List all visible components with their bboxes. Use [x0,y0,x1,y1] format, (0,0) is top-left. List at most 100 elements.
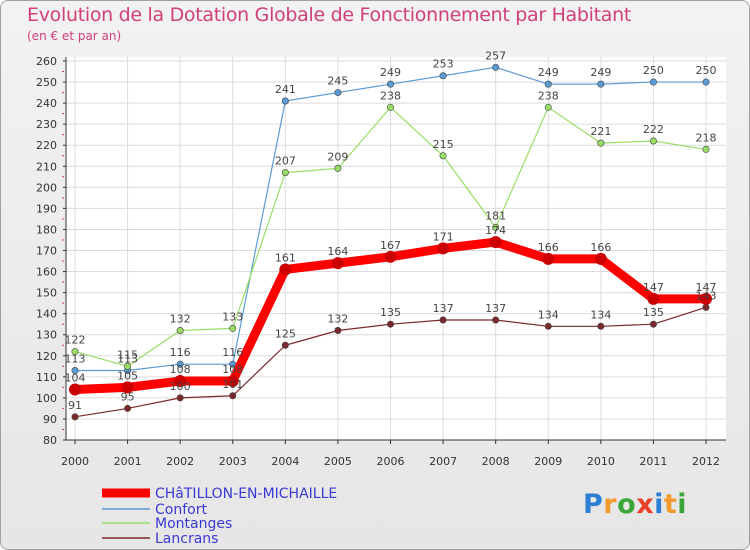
logo-letter: r [603,489,618,520]
data-label: 249 [380,66,401,79]
data-label: 147 [643,281,664,294]
data-label: 116 [170,346,191,359]
x-tick-label: 2010 [587,455,615,468]
logo-letter: P [583,489,604,520]
y-tick-label: 90 [43,413,57,426]
legend-label: Lancrans [155,531,218,547]
x-tick-label: 2003 [219,455,247,468]
y-tick-label: 230 [36,118,57,131]
data-point [439,72,447,80]
logo-letter: o [617,489,637,520]
data-label: 108 [222,363,243,376]
data-point [542,252,555,265]
data-point [492,63,500,71]
data-point [334,89,342,97]
y-tick-label: 260 [36,55,57,68]
data-point [121,381,134,394]
data-point [176,360,184,368]
data-label: 135 [380,306,401,319]
y-tick-label: 160 [36,266,57,279]
data-label: 207 [275,155,296,168]
data-point [702,303,710,311]
data-label: 166 [538,241,559,254]
data-label: 171 [433,230,454,243]
y-tick-label: 140 [36,308,57,321]
data-point [700,292,712,305]
data-point [544,80,552,88]
data-point [489,236,502,249]
data-label: 249 [590,66,611,79]
axes: 8090100110120130140150160170180190200210… [36,55,726,468]
data-point [281,169,289,177]
y-tick-label: 110 [36,371,57,384]
x-tick-label: 2007 [429,455,457,468]
logo-letter: t [663,489,678,520]
data-point [229,392,237,400]
x-tick-label: 2001 [114,455,142,468]
proxiti-logo: Proxiti [583,489,687,520]
data-point [229,324,237,332]
data-label: 132 [170,313,191,326]
data-point [597,322,605,330]
data-point [176,327,184,335]
data-label: 135 [643,306,664,319]
data-label: 95 [121,390,135,403]
legend-label: Confort [155,502,207,518]
data-point [124,404,132,412]
data-point [281,341,289,349]
data-label: 100 [170,380,191,393]
data-label: 133 [222,310,243,323]
data-point [334,327,342,335]
data-point [174,375,187,388]
data-point [124,362,132,370]
y-tick-label: 240 [36,97,57,110]
data-label: 245 [327,75,348,88]
data-label: 215 [433,138,454,151]
data-label: 209 [327,150,348,163]
data-point [279,263,292,276]
data-point [544,322,552,330]
data-point [597,139,605,147]
data-point [649,78,657,86]
data-point [71,367,79,375]
legend-label: CHâTILLON-EN-MICHAILLE [155,486,337,502]
data-label: 250 [696,64,717,77]
data-point [386,103,394,111]
data-point [647,292,660,305]
y-tick-label: 170 [36,245,57,258]
data-label: 122 [65,334,86,347]
data-point [437,242,450,255]
data-labels: 113 113 116 116 241 245 249 253 257 249 249 250 250 1… [65,49,717,412]
series-layer [69,63,712,421]
y-tick-label: 100 [36,392,57,405]
legend: CHâTILLON-EN-MICHAILLEConfortMontangesLa… [102,486,337,547]
data-label: 181 [485,209,506,222]
data-label: 161 [275,251,296,264]
logo-letter: i [677,489,688,520]
data-label: 241 [275,83,296,96]
data-label: 238 [380,89,401,102]
data-label: 113 [65,353,86,366]
x-tick-label: 2004 [271,455,299,468]
data-label: 164 [327,245,348,258]
logo-letter: x [636,489,655,520]
data-point [439,152,447,160]
data-label: 113 [117,353,138,366]
data-point [594,252,607,265]
chart-title: Evolution de la Dotation Globale de Fonc… [27,4,632,26]
data-label: 221 [590,125,611,138]
y-tick-label: 150 [36,287,57,300]
x-tick-label: 2009 [534,455,562,468]
x-tick-label: 2012 [692,455,720,468]
data-label: 174 [485,224,506,237]
data-point [544,103,552,111]
data-label: 253 [433,58,454,71]
data-label: 137 [485,302,506,315]
data-point [439,316,447,324]
data-label: 134 [590,308,611,321]
y-tick-label: 200 [36,181,57,194]
data-label: 134 [538,308,559,321]
y-tick-label: 130 [36,329,57,342]
x-tick-label: 2006 [377,455,405,468]
